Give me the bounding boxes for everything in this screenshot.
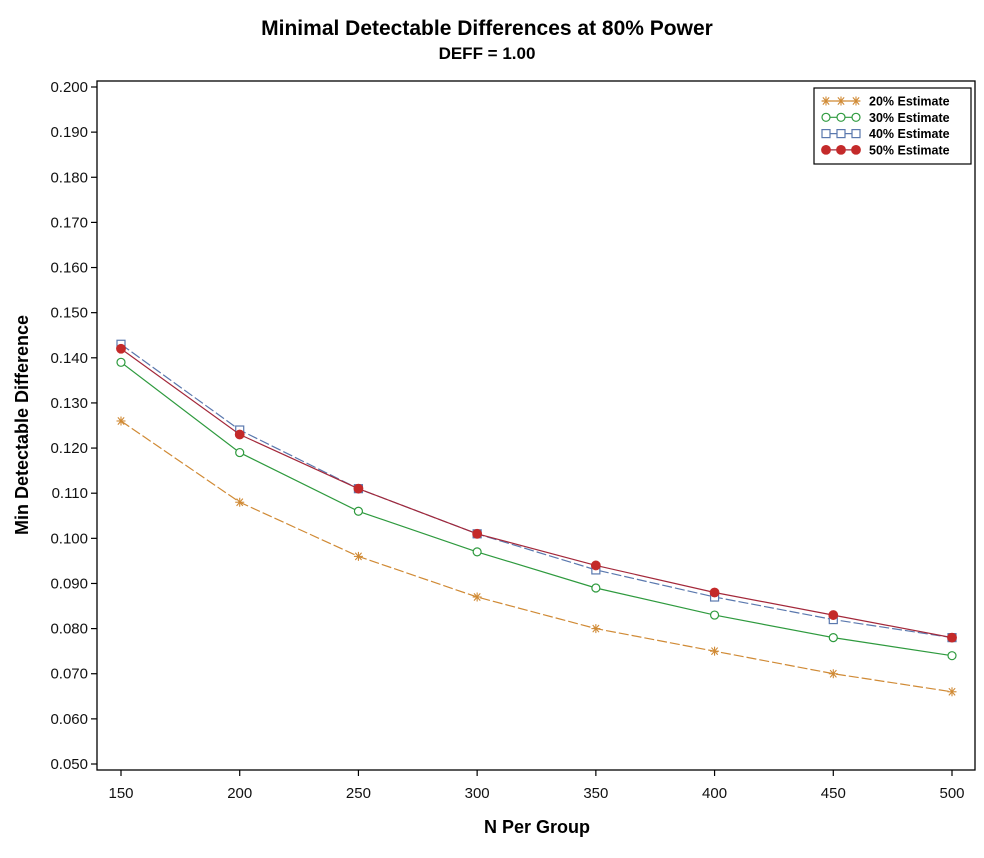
series-line — [120, 348, 953, 639]
y-tick-label: 0.070 — [50, 666, 88, 683]
data-point — [116, 343, 126, 354]
legend-marker — [851, 96, 861, 106]
series-layer — [116, 339, 957, 697]
x-tick-label: 300 — [465, 785, 490, 802]
data-point — [353, 483, 364, 494]
data-point — [234, 429, 245, 440]
series-2 — [116, 357, 957, 661]
legend-marker — [851, 129, 861, 139]
y-tick-label: 0.190 — [50, 124, 88, 141]
data-point — [947, 687, 957, 697]
y-tick-label: 0.120 — [50, 440, 88, 457]
y-tick-label: 0.150 — [50, 305, 88, 322]
data-point — [116, 416, 126, 426]
legend-item: 50% Estimate — [821, 143, 950, 157]
legend-item: 40% Estimate — [821, 127, 950, 141]
data-point — [947, 632, 957, 643]
x-axis-title: N Per Group — [484, 817, 590, 837]
data-point — [710, 646, 720, 656]
data-point — [591, 583, 601, 593]
legend-marker — [821, 129, 831, 139]
legend: 20% Estimate 30% Estimate 40% Estimate 50% … — [813, 87, 972, 165]
data-point — [709, 610, 720, 620]
legend-marker — [836, 129, 846, 139]
data-point — [828, 669, 838, 679]
legend-label: 50% Estimate — [869, 143, 950, 157]
legend-marker — [851, 112, 861, 122]
legend-item: 30% Estimate — [821, 111, 950, 125]
data-point — [353, 506, 364, 516]
chart-subtitle: DEFF = 1.00 — [439, 44, 536, 63]
y-tick-label: 0.130 — [50, 395, 88, 412]
legend-marker — [836, 144, 846, 155]
y-tick-label: 0.170 — [50, 214, 88, 231]
data-point — [828, 633, 838, 643]
x-tick-label: 200 — [227, 785, 252, 802]
legend-label: 30% Estimate — [869, 111, 950, 125]
legend-label: 20% Estimate — [869, 95, 950, 109]
y-tick-label: 0.100 — [50, 530, 88, 547]
data-point — [947, 651, 957, 661]
legend-marker — [821, 96, 831, 106]
y-tick-label: 0.180 — [50, 169, 88, 186]
y-tick-label: 0.080 — [50, 621, 88, 638]
data-point — [472, 547, 482, 557]
data-point — [472, 592, 482, 602]
data-point — [828, 610, 839, 620]
x-tick-label: 400 — [702, 785, 727, 802]
series-1 — [116, 416, 957, 697]
y-tick-label: 0.110 — [52, 485, 88, 502]
data-point — [235, 447, 245, 458]
data-point — [709, 587, 720, 598]
series-4 — [116, 343, 957, 643]
y-tick-label: 0.090 — [50, 575, 88, 592]
data-point — [590, 560, 601, 571]
data-point — [353, 551, 363, 561]
y-tick-label: 0.160 — [50, 260, 88, 277]
legend-item: 20% Estimate — [821, 95, 950, 109]
x-axis: 150 200 250 300 350 400 450 500 — [108, 770, 965, 802]
legend-marker — [851, 144, 861, 155]
y-tick-label: 0.050 — [50, 756, 88, 773]
data-point — [472, 528, 483, 539]
y-tick-label: 0.200 — [50, 79, 88, 96]
x-tick-label: 450 — [821, 785, 846, 802]
series-line — [120, 361, 953, 657]
series-line — [120, 420, 953, 693]
x-tick-label: 150 — [108, 785, 133, 802]
x-tick-label: 350 — [583, 785, 608, 802]
legend-marker — [836, 96, 846, 106]
y-axis-title: Min Detectable Difference — [12, 315, 32, 535]
legend-marker — [836, 112, 846, 122]
x-tick-label: 250 — [346, 785, 371, 802]
y-tick-label: 0.140 — [50, 350, 88, 367]
legend-marker — [821, 144, 831, 155]
plot-frame — [96, 80, 976, 771]
x-tick-label: 500 — [939, 785, 964, 802]
data-point — [116, 357, 126, 367]
chart-title: Minimal Detectable Differences at 80% Po… — [261, 17, 713, 40]
y-tick-label: 0.060 — [50, 711, 88, 728]
legend-label: 40% Estimate — [869, 127, 950, 141]
legend-marker — [821, 112, 831, 122]
data-point — [591, 624, 601, 634]
data-point — [235, 497, 245, 507]
y-axis: 0.050 0.060 0.070 0.080 0.090 0.100 0.110 0.120… — [50, 79, 97, 773]
